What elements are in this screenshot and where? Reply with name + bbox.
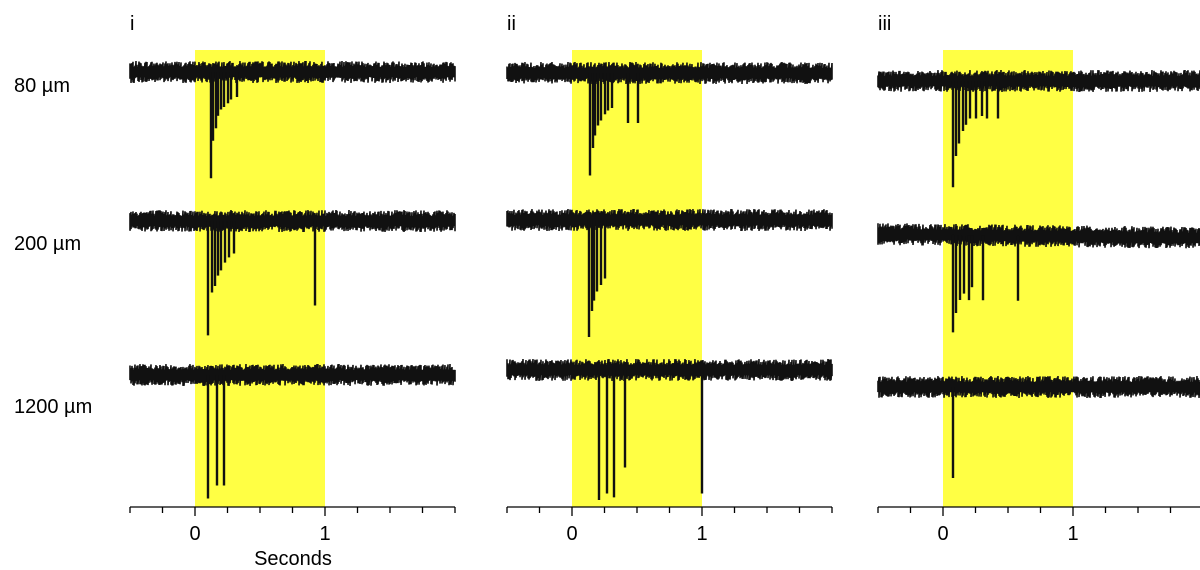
trace [129, 209, 456, 336]
trace [877, 223, 1200, 333]
x-tick-label: 1 [319, 523, 330, 545]
row-label-200um: 200 µm [14, 233, 81, 255]
x-axis-label: Seconds [254, 548, 332, 570]
trace [506, 61, 833, 176]
trace-noise [129, 209, 456, 233]
x-tick-label: 0 [937, 523, 948, 545]
panel-label: i [130, 13, 134, 35]
x-tick-label: 1 [696, 523, 707, 545]
panel-label: iii [878, 13, 891, 35]
trace [506, 208, 833, 337]
row-label-1200um: 1200 µm [14, 396, 92, 418]
trace [506, 358, 833, 500]
panel-i: i0 1 [129, 13, 456, 545]
row-label-80um: 80 µm [14, 75, 70, 97]
trace-noise [129, 363, 456, 387]
x-tick-label: 0 [189, 523, 200, 545]
trace-noise [506, 208, 833, 232]
trace-noise [877, 223, 1200, 249]
trace [877, 69, 1200, 188]
trace [129, 363, 456, 499]
trace-noise [877, 375, 1200, 399]
panel-label: ii [507, 13, 516, 35]
panel-ii: ii0 1 [506, 13, 833, 545]
trace-noise [506, 61, 833, 85]
trace [129, 60, 456, 179]
trace-noise [506, 358, 833, 382]
x-tick-label: 1 [1067, 523, 1078, 545]
trace [877, 375, 1200, 478]
x-tick-label: 0 [566, 523, 577, 545]
trace-noise [877, 69, 1200, 93]
trace-noise [129, 60, 456, 84]
